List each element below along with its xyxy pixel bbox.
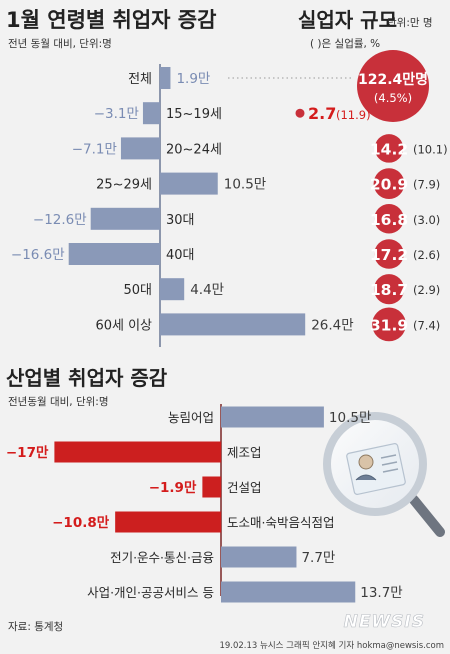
industry-category-label: 농림어업 bbox=[168, 410, 214, 425]
industry-category-label: 제조업 bbox=[227, 445, 262, 460]
age-labels: 1.9만 전체 −3.1만 15~19세 −7.1만 20~24세 10.5만 25~29세 −… bbox=[11, 71, 354, 333]
unemployment-bubble bbox=[295, 108, 305, 118]
industry-bar bbox=[221, 546, 297, 568]
unemployment-rate: (3.0) bbox=[413, 213, 440, 227]
total-unemployment-bubble bbox=[357, 50, 429, 122]
unemployment-value: 16.8 bbox=[370, 211, 408, 229]
unemployment-value: 2.7 bbox=[308, 104, 336, 123]
industry-value-label: 13.7만 bbox=[360, 585, 402, 601]
industry-value-label: −1.9만 bbox=[149, 480, 197, 496]
industry-value-label: 10.5만 bbox=[329, 410, 371, 426]
industry-category-label: 사업·개인·공공서비스 등 bbox=[87, 585, 214, 600]
industry-section-title: 산업별 취업자 증감 bbox=[6, 366, 168, 390]
unemployment-value: 18.7 bbox=[370, 281, 408, 299]
industry-value-label: −10.8만 bbox=[52, 515, 110, 531]
age-bar bbox=[68, 243, 160, 265]
age-bar bbox=[160, 313, 306, 336]
unemployment-title: 실업자 규모 bbox=[298, 8, 397, 32]
age-category-label: 전체 bbox=[128, 72, 152, 87]
unemployment-bubble bbox=[372, 307, 406, 342]
age-category-label: 20~24세 bbox=[166, 142, 222, 157]
age-bar bbox=[90, 207, 160, 230]
age-value-label: 1.9만 bbox=[176, 71, 210, 87]
source-text: 자료: 통계청 bbox=[8, 621, 63, 633]
industry-bar bbox=[115, 511, 221, 533]
age-section-title: 1월 연령별 취업자 증감 bbox=[6, 8, 216, 32]
unemployment-bubble bbox=[374, 204, 404, 234]
unemployment-value: 17.2 bbox=[370, 246, 408, 264]
total-unemployment-value: 122.4만명 bbox=[358, 71, 428, 88]
industry-bar bbox=[54, 441, 222, 463]
unemployment-rate: (2.6) bbox=[413, 248, 440, 262]
industry-value-label: −17만 bbox=[6, 445, 49, 461]
credit-text: 19.02.13 뉴시스 그래픽 안지혜 기자 hokma@newsis.com bbox=[219, 640, 444, 651]
industry-labels: 10.5만 농림어업 −17만 제조업 −1.9만 건설업 −10.8만 도소매·숙박음식점업… bbox=[6, 410, 403, 601]
age-bar bbox=[120, 137, 160, 160]
industry-bars bbox=[54, 406, 356, 603]
industry-category-label: 전기·운수·통신·금융 bbox=[110, 550, 214, 565]
unemployment-bubble bbox=[374, 134, 404, 163]
age-value-label: 4.4만 bbox=[190, 282, 224, 298]
newsis-logo: NEWSIS bbox=[344, 612, 425, 632]
age-value-label: −3.1만 bbox=[94, 106, 139, 122]
unemployment-bubbles: 122.4만명 (4.5%) 2.7 (11.9) 14.2 (10.1) 20.9 (7.9… bbox=[228, 50, 448, 342]
age-bar bbox=[160, 67, 171, 89]
age-category-label: 25~29세 bbox=[96, 178, 152, 193]
unemployment-rate: (11.9) bbox=[336, 108, 371, 122]
industry-value-label: 7.7만 bbox=[301, 550, 335, 566]
unemployment-rate: (10.1) bbox=[413, 142, 448, 156]
industry-category-label: 건설업 bbox=[227, 480, 262, 495]
age-value-label: −12.6만 bbox=[33, 212, 87, 228]
industry-bar bbox=[221, 406, 324, 428]
industry-category-label: 도소매·숙박음식점업 bbox=[227, 515, 334, 530]
unemployment-unit: 단위:만 명 bbox=[387, 16, 433, 29]
age-value-label: 10.5만 bbox=[224, 177, 266, 193]
industry-bar bbox=[202, 476, 221, 498]
unemployment-bubble bbox=[374, 239, 404, 269]
age-category-label: 60세 이상 bbox=[95, 318, 152, 333]
age-value-label: −7.1만 bbox=[72, 141, 117, 157]
age-category-label: 30대 bbox=[166, 213, 195, 228]
age-section-subtitle: 전년 동월 대비, 단위:명 bbox=[8, 37, 112, 50]
unemployment-bubble bbox=[373, 274, 405, 305]
age-bar bbox=[160, 172, 218, 195]
magnifier-icon bbox=[323, 412, 445, 537]
age-value-label: 26.4만 bbox=[311, 317, 353, 333]
unemployment-note: ( )은 실업률, % bbox=[310, 37, 380, 50]
unemployment-rate: (7.4) bbox=[413, 318, 440, 332]
age-category-label: 15~19세 bbox=[166, 107, 222, 122]
age-bars bbox=[68, 67, 306, 336]
total-unemployment-rate: (4.5%) bbox=[374, 91, 412, 105]
industry-section-subtitle: 전년동월 대비, 단위:명 bbox=[8, 395, 109, 408]
unemployment-bubble bbox=[373, 168, 405, 200]
age-category-label: 40대 bbox=[166, 248, 195, 263]
age-value-label: −16.6만 bbox=[11, 247, 65, 263]
age-category-label: 50대 bbox=[123, 283, 152, 298]
unemployment-rate: (2.9) bbox=[413, 283, 440, 297]
unemployment-value: 20.9 bbox=[370, 176, 408, 194]
unemployment-value: 31.9 bbox=[370, 316, 408, 334]
age-bar bbox=[142, 102, 160, 125]
industry-bar bbox=[221, 581, 356, 603]
unemployment-value: 14.2 bbox=[370, 140, 408, 158]
unemployment-rate: (7.9) bbox=[413, 178, 440, 192]
age-bar bbox=[160, 278, 185, 301]
